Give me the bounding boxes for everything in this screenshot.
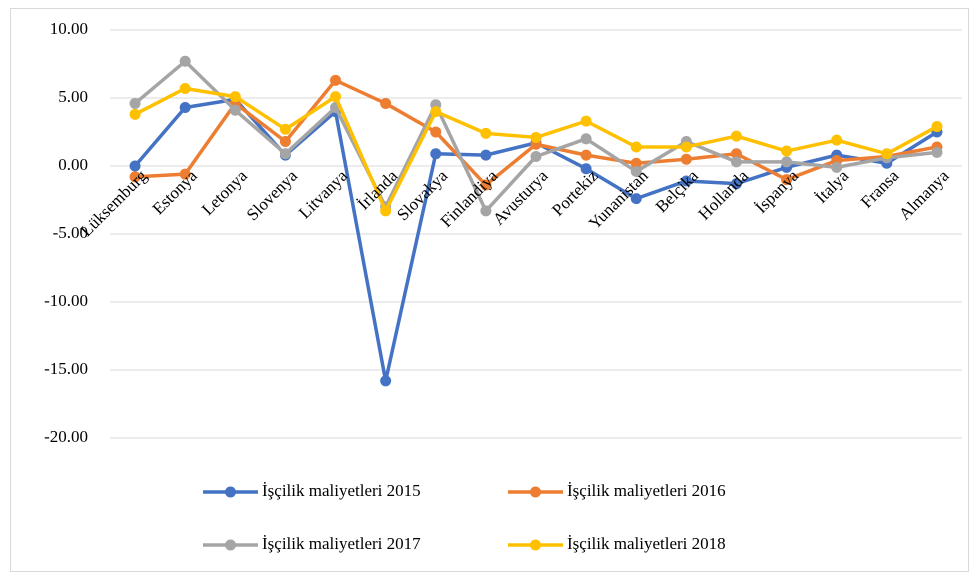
data-point bbox=[630, 141, 642, 153]
legend-marker bbox=[530, 486, 541, 498]
data-point bbox=[680, 153, 692, 165]
legend-label: İşçilik maliyetleri 2018 bbox=[567, 534, 726, 553]
data-point bbox=[530, 131, 542, 143]
data-point bbox=[931, 121, 943, 133]
data-point bbox=[580, 163, 592, 175]
data-point bbox=[580, 133, 592, 145]
data-point bbox=[279, 136, 291, 148]
chart-border bbox=[10, 8, 969, 572]
data-point bbox=[831, 134, 843, 146]
data-point bbox=[680, 141, 692, 153]
data-point bbox=[229, 104, 241, 116]
legend-marker bbox=[225, 486, 236, 498]
data-point bbox=[580, 149, 592, 161]
data-point bbox=[730, 178, 742, 190]
data-point bbox=[580, 115, 592, 127]
y-tick-label: 5.00 bbox=[58, 87, 88, 106]
data-point bbox=[380, 97, 392, 109]
data-point bbox=[730, 130, 742, 142]
data-point bbox=[430, 148, 442, 160]
data-point bbox=[931, 146, 943, 158]
data-point bbox=[730, 156, 742, 168]
data-point bbox=[179, 55, 191, 67]
data-point bbox=[330, 74, 342, 86]
legend-label: İşçilik maliyetleri 2016 bbox=[567, 481, 726, 500]
legend-label: İşçilik maliyetleri 2017 bbox=[262, 534, 421, 553]
data-point bbox=[530, 150, 542, 162]
y-tick-label: -15.00 bbox=[44, 359, 88, 378]
data-point bbox=[881, 148, 893, 160]
data-point bbox=[781, 156, 793, 168]
data-point bbox=[129, 97, 141, 109]
y-tick-label: -5.00 bbox=[53, 223, 88, 242]
data-point bbox=[229, 91, 241, 103]
data-point bbox=[630, 193, 642, 205]
data-point bbox=[430, 126, 442, 138]
data-point bbox=[330, 91, 342, 103]
data-point bbox=[480, 205, 492, 217]
y-tick-label: -20.00 bbox=[44, 427, 88, 446]
data-point bbox=[179, 82, 191, 94]
data-point bbox=[380, 375, 392, 387]
data-point bbox=[480, 127, 492, 139]
legend-marker bbox=[225, 539, 236, 551]
data-point bbox=[129, 160, 141, 172]
data-point bbox=[630, 165, 642, 177]
data-point bbox=[630, 157, 642, 169]
data-point bbox=[179, 102, 191, 114]
data-point bbox=[730, 148, 742, 160]
data-point bbox=[179, 168, 191, 180]
data-point bbox=[430, 106, 442, 118]
data-point bbox=[831, 161, 843, 173]
data-point bbox=[781, 174, 793, 186]
y-tick-label: 10.00 bbox=[50, 19, 88, 38]
data-point bbox=[480, 179, 492, 191]
data-point bbox=[380, 205, 392, 217]
data-point bbox=[781, 145, 793, 157]
legend-label: İşçilik maliyetleri 2015 bbox=[262, 481, 421, 500]
data-point bbox=[279, 148, 291, 160]
data-point bbox=[129, 108, 141, 120]
data-point bbox=[279, 123, 291, 135]
y-tick-label: 0.00 bbox=[58, 155, 88, 174]
y-tick-label: -10.00 bbox=[44, 291, 88, 310]
legend-marker bbox=[530, 539, 541, 551]
data-point bbox=[480, 149, 492, 161]
data-point bbox=[680, 175, 692, 187]
data-point bbox=[129, 171, 141, 183]
